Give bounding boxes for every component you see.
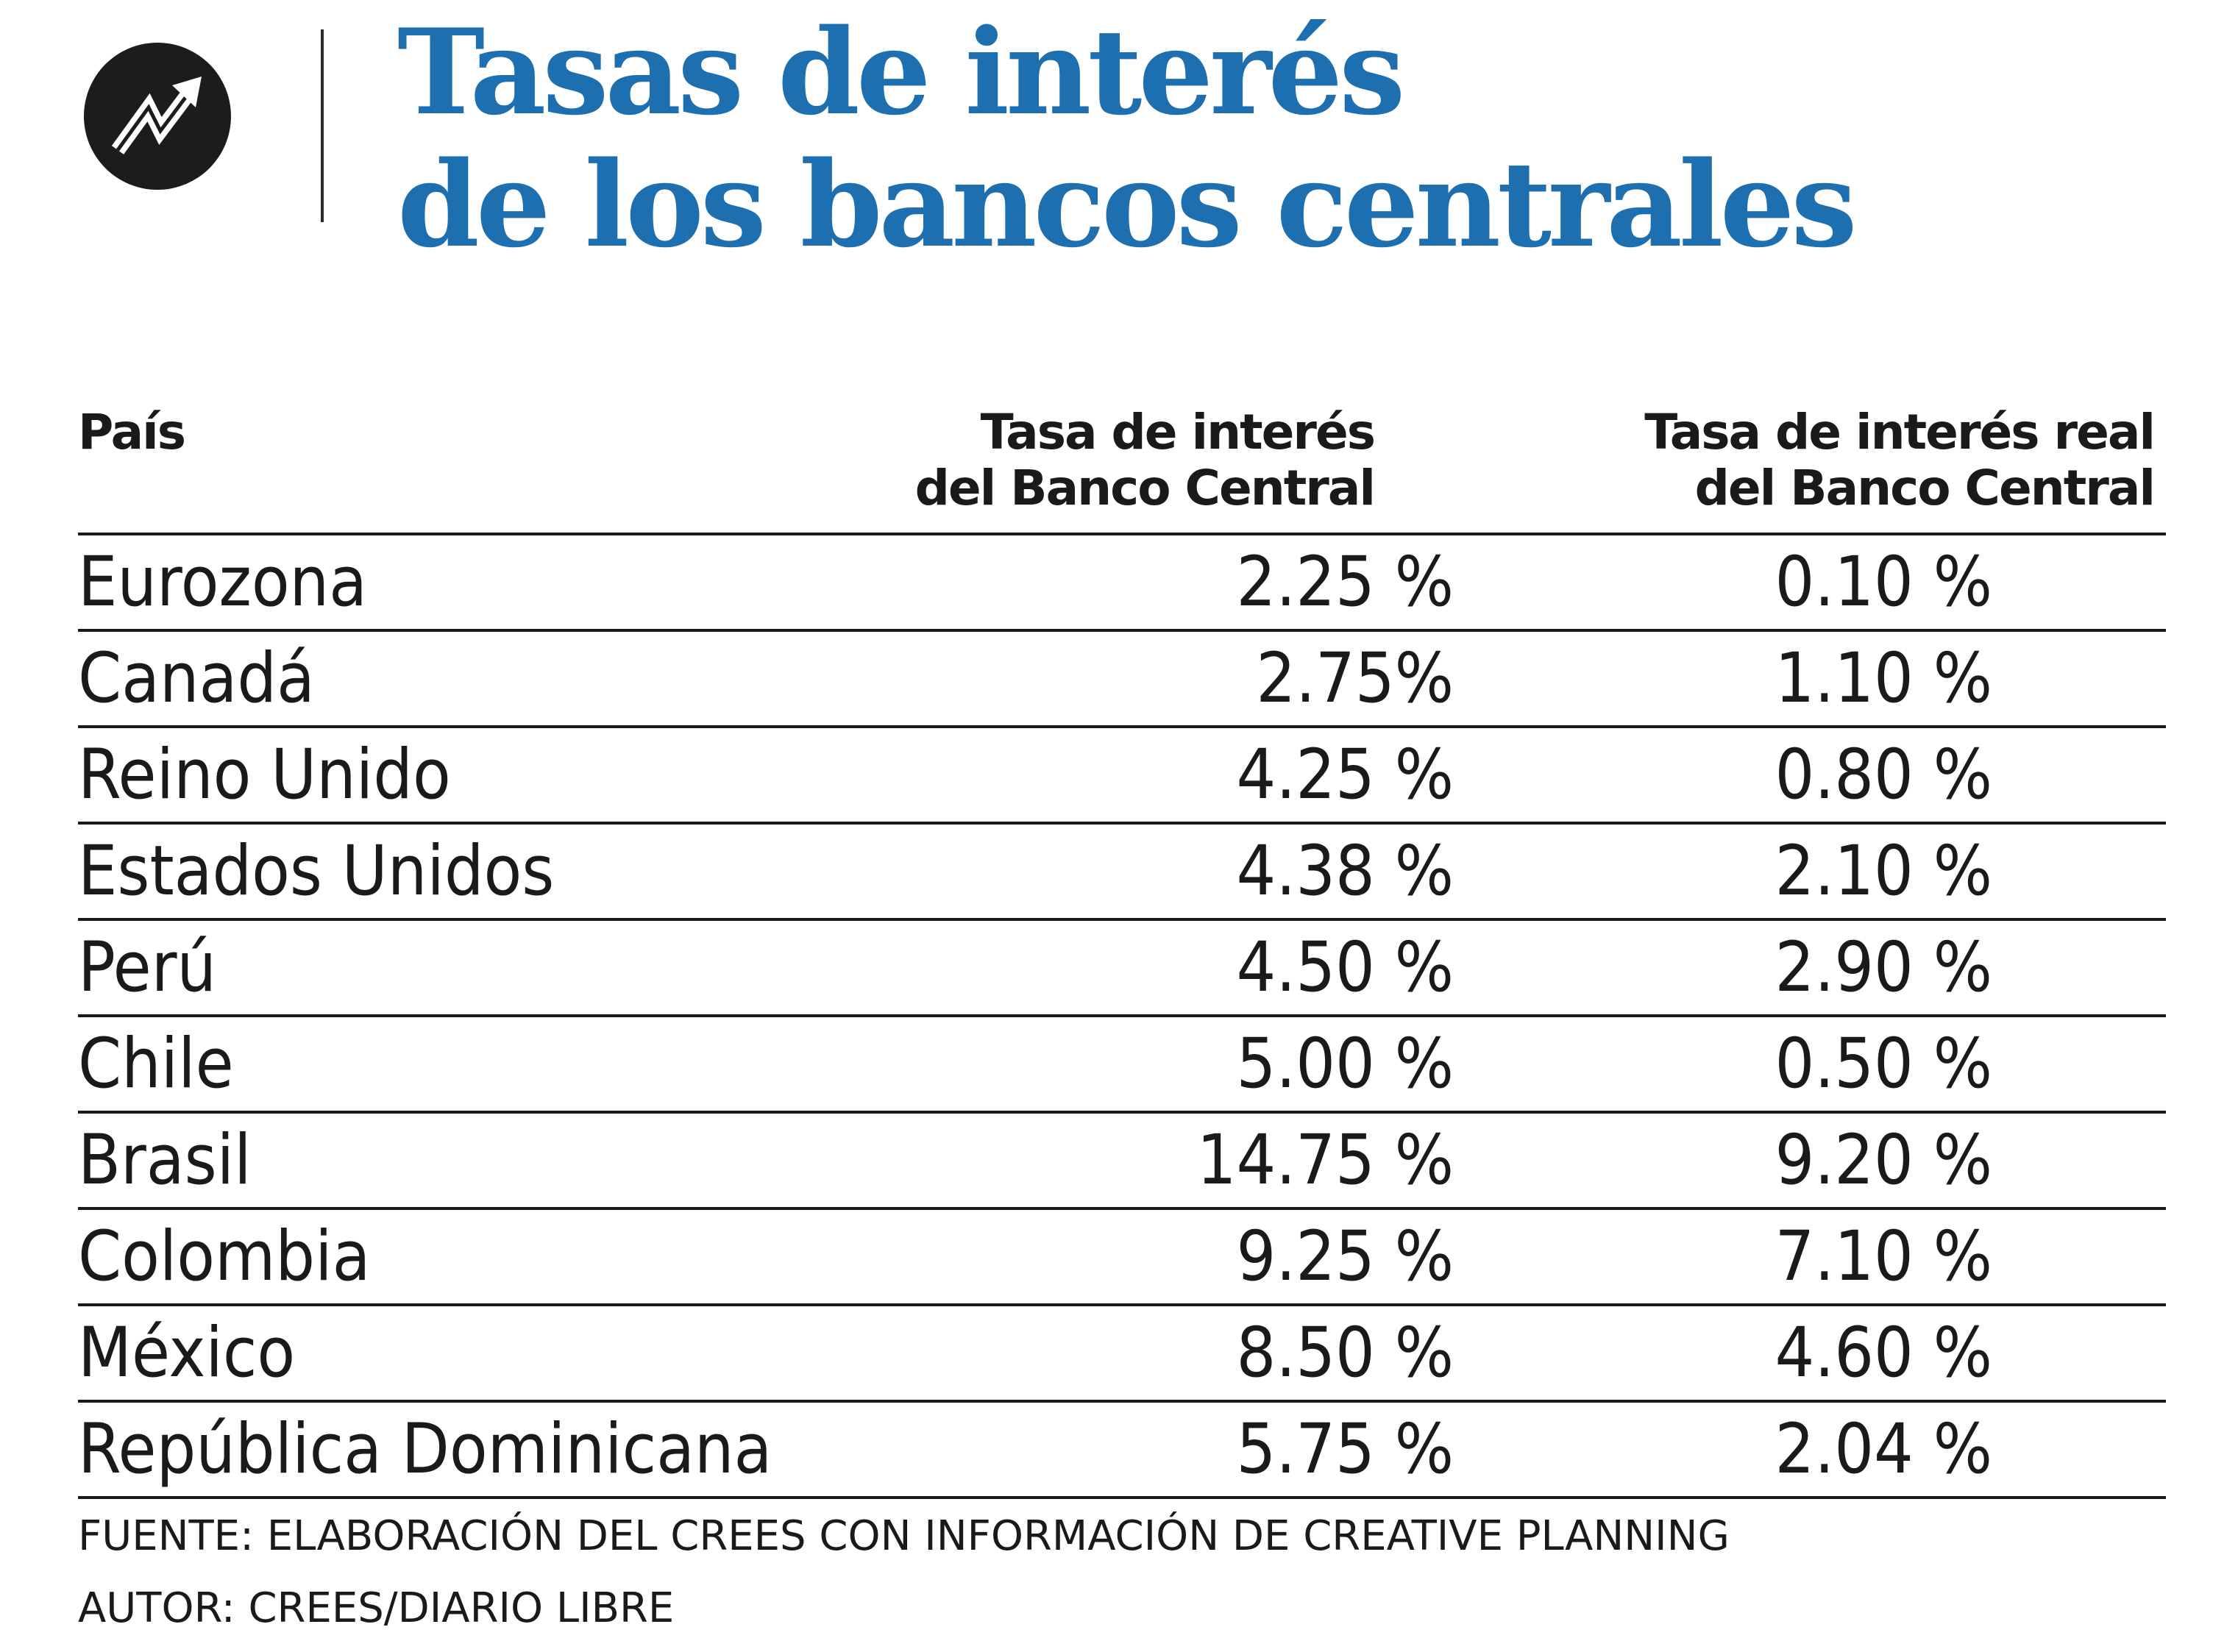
cell-real-rate: 9.20 %	[1454, 1112, 2166, 1210]
trend-up-arrow-icon	[84, 43, 231, 190]
cell-country: Eurozona	[78, 534, 887, 632]
cell-rate: 4.38 %	[887, 823, 1454, 921]
column-header-rate-line-1: Tasa de interés	[980, 404, 1376, 460]
cell-country: Colombia	[78, 1208, 887, 1306]
cell-real-rate: 0.80 %	[1454, 727, 2166, 825]
cell-country: Brasil	[78, 1112, 887, 1210]
header-divider	[321, 29, 324, 222]
table-row: Chile 5.00 % 0.50 %	[78, 1016, 2166, 1114]
cell-rate: 5.00 %	[887, 1016, 1454, 1114]
table-row: Canadá 2.75% 1.10 %	[78, 630, 2166, 728]
table-header-row: País Tasa de interés del Banco Central T…	[78, 404, 2166, 535]
table-row: Eurozona 2.25 % 0.10 %	[78, 534, 2166, 632]
cell-rate: 9.25 %	[887, 1208, 1454, 1306]
column-header-real-rate-line-1: Tasa de interés real	[1644, 404, 2156, 460]
cell-real-rate: 2.04 %	[1454, 1401, 2166, 1499]
column-header-real-rate-line-2: del Banco Central	[1694, 460, 2156, 516]
cell-real-rate: 4.60 %	[1454, 1305, 2166, 1403]
column-header-rate: Tasa de interés del Banco Central	[887, 404, 1454, 535]
table-row: República Dominicana 5.75 % 2.04 %	[78, 1401, 2166, 1499]
source-note: FUENTE: ELABORACIÓN DEL CREES CON INFORM…	[78, 1512, 1730, 1560]
table-row: Brasil 14.75 % 9.20 %	[78, 1112, 2166, 1210]
title-line-2: de los bancos centrales	[397, 135, 1858, 274]
cell-real-rate: 2.90 %	[1454, 919, 2166, 1017]
column-header-country-label: País	[78, 404, 186, 460]
cell-rate: 2.75%	[887, 630, 1454, 728]
cell-real-rate: 7.10 %	[1454, 1208, 2166, 1306]
table-row: Perú 4.50 % 2.90 %	[78, 919, 2166, 1017]
title-line-1: Tasas de interés	[397, 3, 1405, 141]
cell-country: Perú	[78, 919, 887, 1017]
table-row: México 8.50 % 4.60 %	[78, 1305, 2166, 1403]
cell-real-rate: 0.50 %	[1454, 1016, 2166, 1114]
cell-country: Canadá	[78, 630, 887, 728]
cell-real-rate: 1.10 %	[1454, 630, 2166, 728]
table-row: Colombia 9.25 % 7.10 %	[78, 1208, 2166, 1306]
footer-credits: FUENTE: ELABORACIÓN DEL CREES CON INFORM…	[78, 1500, 1730, 1645]
interest-rates-table: País Tasa de interés del Banco Central T…	[78, 405, 2166, 1499]
column-header-rate-line-2: del Banco Central	[914, 460, 1376, 516]
page-title: Tasas de interés de los bancos centrales	[397, 3, 1858, 274]
table-row: Reino Unido 4.25 % 0.80 %	[78, 727, 2166, 825]
cell-rate: 5.75 %	[887, 1401, 1454, 1499]
column-header-real-rate: Tasa de interés real del Banco Central	[1454, 404, 2166, 535]
cell-country: México	[78, 1305, 887, 1403]
cell-country: Reino Unido	[78, 727, 887, 825]
cell-country: Estados Unidos	[78, 823, 887, 921]
table-row: Estados Unidos 4.38 % 2.10 %	[78, 823, 2166, 921]
cell-rate: 8.50 %	[887, 1305, 1454, 1403]
cell-country: República Dominicana	[78, 1401, 887, 1499]
cell-rate: 14.75 %	[887, 1112, 1454, 1210]
cell-rate: 4.25 %	[887, 727, 1454, 825]
cell-rate: 2.25 %	[887, 534, 1454, 632]
cell-rate: 4.50 %	[887, 919, 1454, 1017]
cell-country: Chile	[78, 1016, 887, 1114]
author-note: AUTOR: CREES/DIARIO LIBRE	[78, 1584, 675, 1632]
interest-rates-table-container: País Tasa de interés del Banco Central T…	[78, 405, 2166, 1499]
cell-real-rate: 0.10 %	[1454, 534, 2166, 632]
column-header-country: País	[78, 404, 887, 535]
cell-real-rate: 2.10 %	[1454, 823, 2166, 921]
